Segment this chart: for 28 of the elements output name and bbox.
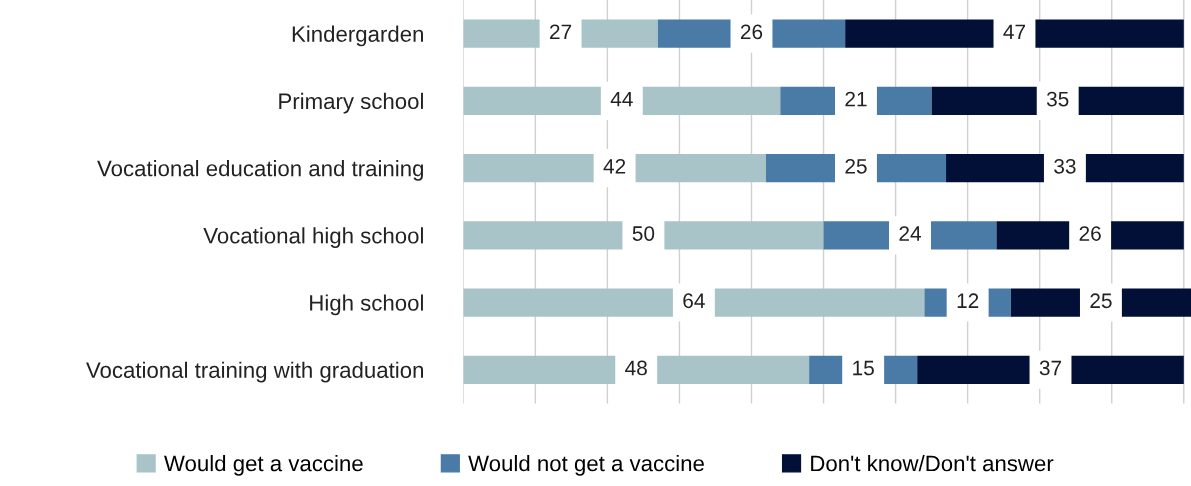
data-label: 12: [957, 293, 979, 308]
data-label: 35: [1046, 91, 1069, 107]
data-label: 25: [1090, 293, 1112, 309]
y-tick-label: High school: [310, 294, 423, 316]
y-tick-label: Primary school: [279, 92, 423, 114]
data-label: 64: [683, 293, 705, 309]
data-label: 25: [845, 158, 867, 174]
legend-label: Would get a vaccine: [164, 455, 363, 476]
y-tick-label: Vocational training with graduation: [86, 361, 423, 383]
data-label: 44: [610, 91, 633, 107]
y-tick-label: Kindergarden: [292, 25, 423, 47]
data-label: 15: [853, 360, 874, 376]
y-tick-label: Vocational education and training: [97, 160, 423, 181]
data-label: 21: [845, 91, 867, 107]
data-label: 26: [1079, 226, 1101, 241]
data-label: 24: [899, 226, 921, 241]
data-label: 50: [632, 226, 655, 241]
data-label: 47: [1003, 24, 1026, 39]
data-label: 42: [603, 158, 626, 174]
data-label: 26: [740, 24, 763, 40]
legend-label: Don't know/Don't answer: [811, 455, 1054, 472]
data-label: 33: [1054, 158, 1076, 174]
data-label: 37: [1039, 360, 1062, 376]
y-tick-label: Vocational high school: [203, 227, 423, 248]
data-label: 27: [550, 24, 572, 39]
data-label: 48: [625, 360, 647, 376]
legend-label: Would not get a vaccine: [468, 455, 704, 476]
bar: [845, 19, 1184, 48]
